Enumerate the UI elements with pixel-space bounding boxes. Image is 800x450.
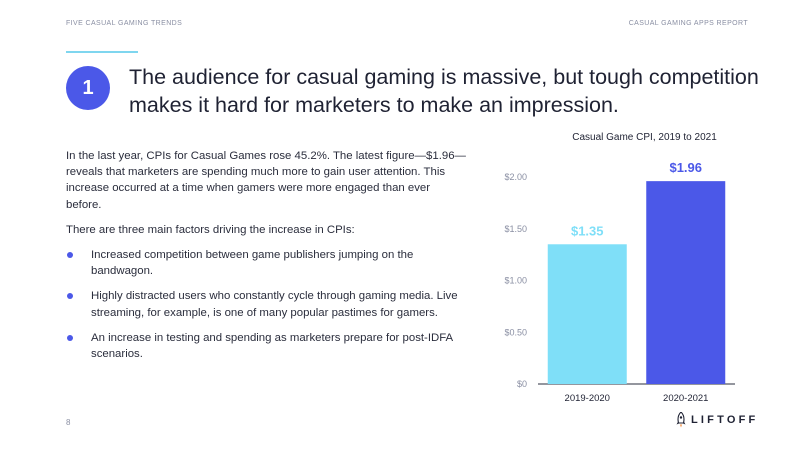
list-item: Increased competition between game publi… — [66, 247, 466, 279]
section-number-badge: 1 — [66, 66, 110, 110]
y-tick-label: $0.50 — [504, 327, 527, 337]
header-left-title: FIVE CASUAL GAMING TRENDS — [66, 20, 183, 27]
section-headline: The audience for casual gaming is massiv… — [129, 65, 759, 117]
y-tick-label: $1.50 — [504, 224, 527, 234]
accent-divider — [66, 51, 138, 53]
chart-canvas: Casual Game CPI, 2019 to 2021 $0 $0.50 $1.0… — [504, 132, 735, 404]
rocket-icon — [676, 412, 686, 428]
bar-value-label: $1.35 — [571, 223, 604, 238]
chart-title: Casual Game CPI, 2019 to 2021 — [572, 132, 717, 143]
page-number: 8 — [66, 418, 71, 427]
list-item-text: Highly distracted users who constantly c… — [91, 290, 458, 319]
cpi-bar-chart: Casual Game CPI, 2019 to 2021 $0 $0.50 $1.0… — [480, 125, 770, 415]
bullet-dot-icon — [67, 293, 73, 300]
bar-value-label: $1.96 — [669, 160, 702, 175]
factor-list: Increased competition between game publi… — [66, 247, 466, 362]
bar-2020-2021 — [646, 181, 726, 384]
list-item: An increase in testing and spending as m… — [66, 330, 466, 362]
list-item-text: An increase in testing and spending as m… — [91, 331, 453, 361]
y-tick-label: $1.00 — [504, 276, 527, 286]
bar-2019-2020 — [547, 244, 627, 384]
x-category-label: 2019-2020 — [565, 393, 610, 404]
x-category-label: 2020-2021 — [663, 393, 708, 404]
bullet-dot-icon — [67, 252, 73, 259]
body-paragraph-2: There are three main factors driving the… — [66, 223, 355, 236]
bullet-dot-icon — [67, 334, 73, 341]
liftoff-logo: LIFTOFF — [676, 412, 758, 428]
logo-wordmark: LIFTOFF — [691, 414, 759, 426]
y-tick-label: $2.00 — [504, 172, 527, 182]
body-paragraph-1: In the last year, CPIs for Casual Games … — [66, 150, 466, 211]
list-item: Highly distracted users who constantly c… — [66, 288, 466, 320]
header-right-title: CASUAL GAMING APPS REPORT — [628, 20, 748, 27]
list-item-text: Increased competition between game publi… — [91, 249, 414, 278]
y-tick-label: $0 — [517, 379, 527, 389]
body-text: In the last year, CPIs for Casual Games … — [66, 148, 466, 371]
